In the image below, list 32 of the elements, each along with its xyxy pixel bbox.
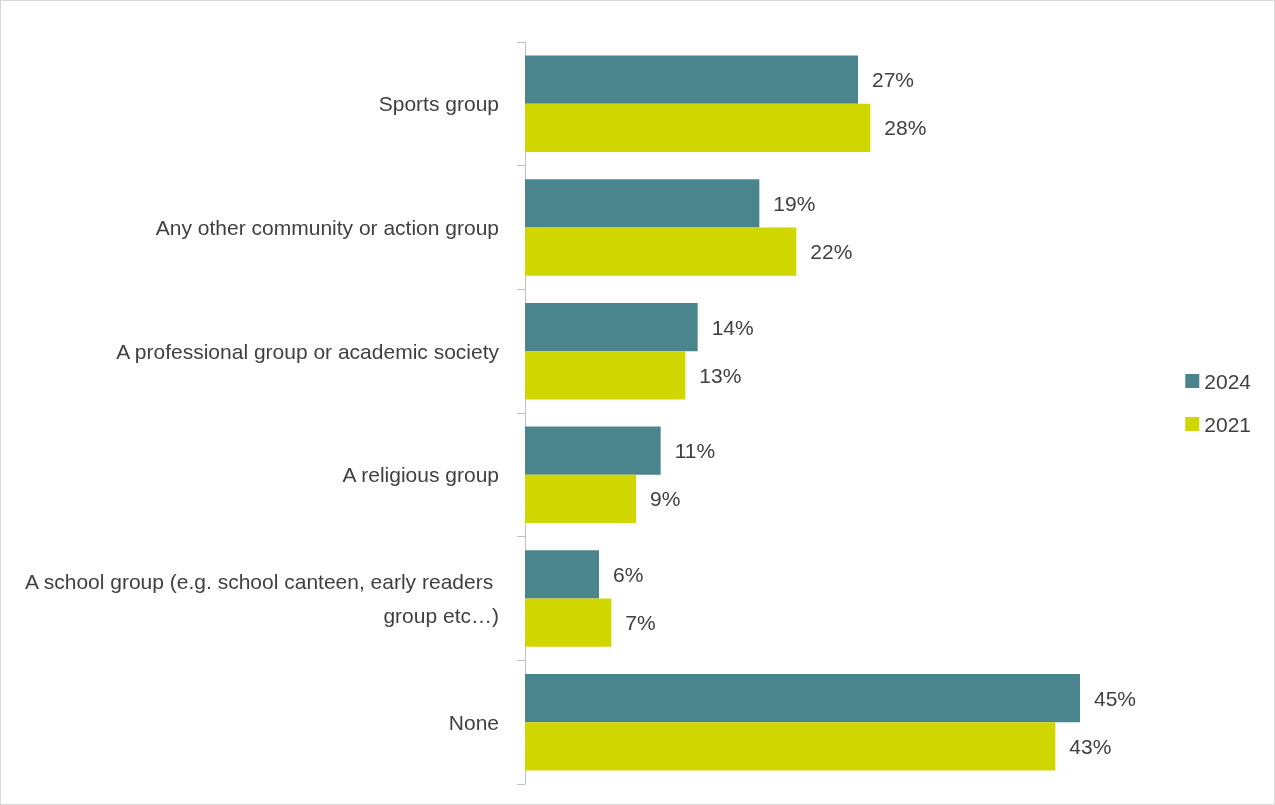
data-label: 22% — [810, 240, 853, 264]
bar — [525, 722, 1056, 771]
data-label: 7% — [625, 611, 656, 635]
data-label: 43% — [1069, 734, 1112, 758]
y-tick-label: Sports group — [378, 92, 499, 116]
data-label: 27% — [872, 68, 915, 92]
legend-label: 2021 — [1204, 412, 1251, 436]
bar — [525, 179, 760, 228]
y-tick-label: Any other community or action group — [155, 216, 499, 239]
data-label: 28% — [884, 116, 927, 140]
data-label: 19% — [773, 191, 816, 215]
bar — [525, 103, 871, 153]
bar — [525, 673, 1080, 723]
y-tick-label: A professional group or academic society — [116, 339, 500, 363]
legend-label: 2024 — [1204, 369, 1252, 393]
y-tick-label: A religious group — [342, 463, 499, 487]
bar — [525, 426, 661, 475]
data-label: 11% — [674, 439, 716, 463]
bar — [525, 351, 686, 400]
y-tick-label: A school group (e.g. school canteen, early readers group etc…) — [25, 570, 499, 627]
bar — [525, 474, 636, 524]
data-label: 45% — [1094, 686, 1137, 710]
data-label: 9% — [650, 487, 681, 511]
bar — [525, 598, 612, 647]
data-label: 6% — [613, 562, 644, 586]
y-tick-label: None — [448, 710, 499, 734]
data-label: 14% — [711, 315, 754, 339]
bar — [525, 302, 698, 352]
bar — [525, 227, 797, 276]
bar — [525, 550, 599, 599]
data-label: 13% — [699, 363, 742, 387]
bar — [525, 55, 858, 104]
